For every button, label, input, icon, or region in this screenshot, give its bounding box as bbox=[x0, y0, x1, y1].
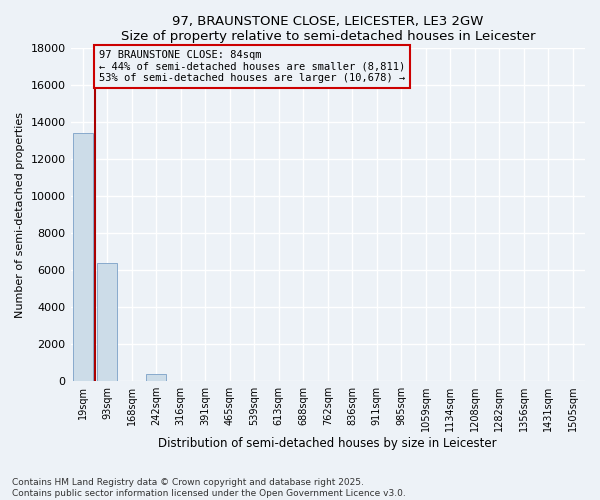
Y-axis label: Number of semi-detached properties: Number of semi-detached properties bbox=[15, 112, 25, 318]
Bar bbox=[146, 374, 166, 381]
Bar bbox=[97, 263, 117, 381]
Text: 97 BRAUNSTONE CLOSE: 84sqm
← 44% of semi-detached houses are smaller (8,811)
53%: 97 BRAUNSTONE CLOSE: 84sqm ← 44% of semi… bbox=[99, 50, 405, 83]
Bar bbox=[73, 134, 92, 381]
X-axis label: Distribution of semi-detached houses by size in Leicester: Distribution of semi-detached houses by … bbox=[158, 437, 497, 450]
Title: 97, BRAUNSTONE CLOSE, LEICESTER, LE3 2GW
Size of property relative to semi-detac: 97, BRAUNSTONE CLOSE, LEICESTER, LE3 2GW… bbox=[121, 15, 535, 43]
Text: Contains HM Land Registry data © Crown copyright and database right 2025.
Contai: Contains HM Land Registry data © Crown c… bbox=[12, 478, 406, 498]
